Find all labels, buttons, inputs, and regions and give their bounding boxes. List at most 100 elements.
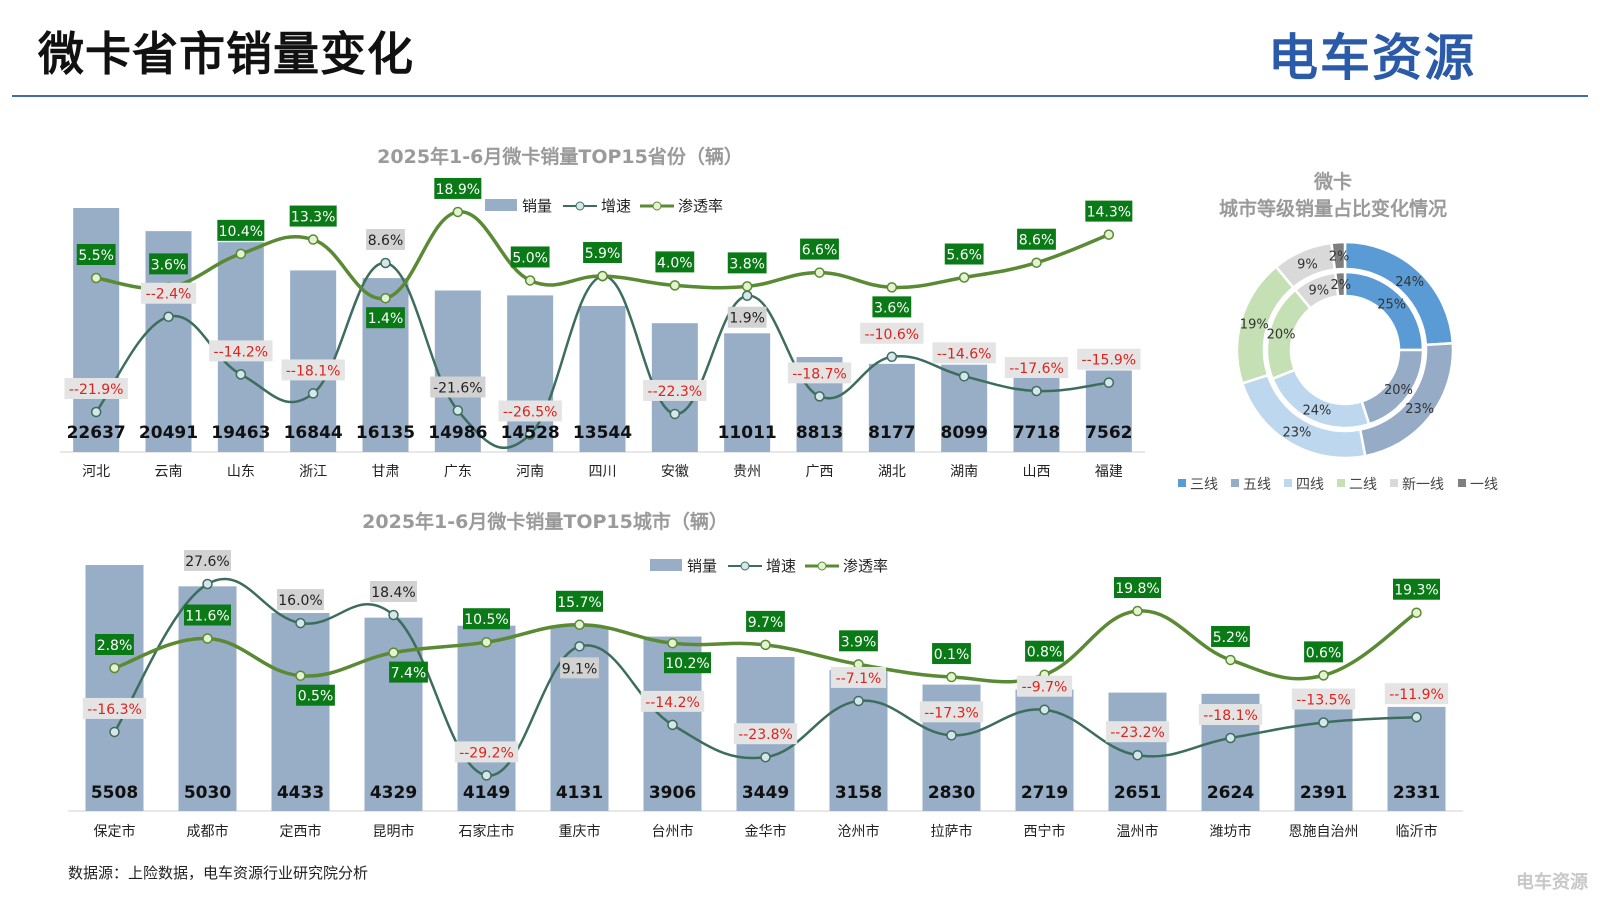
growth-label-bg [366,229,405,250]
penetration-label-bg [839,630,878,652]
donut-slice-label: 24% [1302,404,1331,419]
growth-point [452,405,464,416]
growth-label: --26.5% [503,404,558,420]
growth-label: --17.3% [924,705,979,721]
growth-label: 1.9% [729,311,765,327]
legend-label-sales: 销量 [522,197,552,215]
growth-label: -21.6% [433,381,483,397]
bar-广东 [434,290,481,452]
x-tick-label: 广西 [806,464,834,480]
donut-slice-label: 23% [1282,425,1311,440]
penetration-point [109,662,120,674]
penetration-label-bg [1211,625,1250,647]
penetration-point [380,292,391,304]
legend-marker-growth [740,561,750,571]
growth-label: --14.6% [937,346,992,362]
penetration-point [452,206,464,218]
growth-label: 18.4% [371,585,415,601]
chart-legend: 销量 增速 渗透率 [650,557,888,575]
donut-slice-label: 2% [1331,278,1352,293]
growth-label: --22.3% [648,384,703,400]
growth-point [667,719,678,731]
growth-label: --14.2% [214,344,269,360]
penetration-point [307,234,319,245]
donut-subtitle: 城市等级销量占比变化情况 [1219,197,1447,220]
penetration-point [1318,670,1329,681]
x-tick-label: 沧州市 [838,823,880,840]
donut-slice-label: 19% [1240,318,1269,333]
growth-label: --2.4% [146,287,192,303]
growth-label-bg [281,359,345,381]
growth-label: 8.6% [368,233,404,249]
growth-label: --23.2% [1110,725,1165,741]
growth-point [524,429,536,440]
bar-value-label: 2830 [928,783,975,803]
bar-value-label: 13544 [573,423,632,443]
donut-slice-label: 24% [1395,275,1424,290]
bar-value-label: 16135 [356,423,415,443]
growth-label-bg [370,581,417,603]
bar-value-label: 8099 [941,423,988,443]
penetration-point [524,275,536,286]
growth-label-bg [1291,688,1356,710]
penetration-point [1411,607,1422,618]
penetration-label: 3.6% [151,257,187,273]
penetration-label-bg [366,307,405,329]
donut-slice-label: 9% [1308,283,1329,298]
growth-label-bg [1105,721,1170,743]
penetration-label-bg [95,634,134,655]
legend-label-growth: 增速 [766,557,796,575]
x-tick-label: 山西 [1023,464,1051,480]
legend-marker-growth [575,201,585,211]
legend-label-sales: 销量 [687,557,717,575]
growth-point [741,290,753,301]
penetration-label: 19.3% [1394,583,1438,599]
penetration-label: 0.8% [1027,645,1063,661]
growth-label-bg [727,306,767,328]
penetration-label: 3.8% [729,256,765,272]
legend-marker-penetration [652,201,662,211]
x-tick-label: 云南 [155,464,183,480]
bar-临沂市 [1387,706,1446,811]
bar-value-label: 14986 [428,423,487,443]
growth-label-bg [643,379,707,401]
x-tick-label: 石家庄市 [459,823,515,840]
header-divider [12,95,1588,97]
penetration-point [388,647,399,658]
growth-point [1039,704,1050,715]
donut-slice-label: 20% [1267,328,1296,343]
penetration-label-bg [1393,578,1440,600]
bar-value-label: 2331 [1393,783,1440,803]
penetration-label-bg [184,604,231,626]
x-tick-label: 昆明市 [373,823,415,840]
penetration-point [886,282,898,293]
donut-slice-label: 2% [1329,250,1350,265]
penetration-label-bg [389,661,428,683]
growth-point [1225,732,1236,744]
penetration-label-bg [463,608,510,630]
growth-label: --9.7% [1022,680,1068,696]
growth-label-bg [430,376,486,398]
bar-昆明市 [364,617,423,811]
growth-label-bg [919,701,984,723]
donut-legend-label: 二线 [1349,477,1377,493]
growth-point [946,730,957,741]
penetration-label-bg [800,238,839,260]
chart-title: 2025年1-6月微卡销量TOP15省份（辆） [377,145,743,168]
penetration-label: 18.9% [436,182,480,198]
growth-label: --18.1% [286,363,341,379]
growth-label-bg [1004,356,1069,378]
x-tick-label: 贵州 [733,464,761,480]
growth-label-bg [1016,675,1073,697]
growth-label-bg [454,741,519,763]
x-tick-label: 浙江 [299,464,327,480]
growth-point [958,371,970,382]
bar-value-label: 8177 [868,423,915,443]
growth-label-bg [209,340,273,362]
growth-label: --29.2% [459,745,514,761]
x-tick-label: 重庆市 [559,823,601,840]
penetration-point [958,272,970,283]
x-tick-label: 成都市 [187,823,229,840]
donut-slice-label: 20% [1384,383,1413,398]
